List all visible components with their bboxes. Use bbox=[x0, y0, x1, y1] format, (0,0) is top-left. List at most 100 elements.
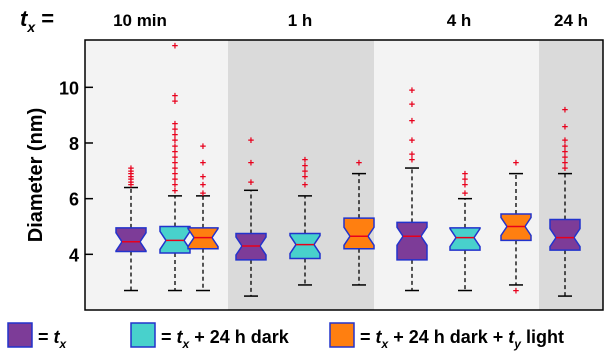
box-body bbox=[115, 227, 147, 253]
box-light-group-0: +++++ bbox=[187, 141, 219, 292]
outlier-point: + bbox=[462, 180, 468, 192]
group-label-2: 4 h bbox=[447, 11, 472, 30]
outlier-point: + bbox=[409, 116, 415, 128]
outlier-point: + bbox=[200, 141, 206, 153]
outlier-point: + bbox=[200, 157, 206, 169]
box-body bbox=[289, 232, 321, 260]
outlier-point: + bbox=[302, 180, 308, 192]
group-label-0: 10 min bbox=[113, 11, 167, 30]
box-dark-group-1: +++++ bbox=[289, 155, 321, 286]
outlier-point: + bbox=[172, 96, 178, 108]
outlier-point: + bbox=[172, 124, 178, 136]
y-axis: 4 6 8 10 bbox=[59, 78, 93, 265]
box-body bbox=[549, 218, 581, 251]
outlier-point: + bbox=[302, 166, 308, 178]
outlier-point: + bbox=[562, 105, 568, 117]
outlier-point: + bbox=[172, 130, 178, 142]
outlier-point: + bbox=[128, 174, 134, 186]
legend-t2: t bbox=[508, 327, 515, 347]
outlier-point: + bbox=[302, 160, 308, 172]
outlier-point: + bbox=[562, 152, 568, 164]
outlier-point: + bbox=[409, 155, 415, 167]
box-body bbox=[343, 217, 375, 250]
group-band-2 bbox=[374, 40, 539, 310]
outlier-point: + bbox=[128, 177, 134, 189]
outlier-point: + bbox=[302, 171, 308, 183]
tx-header: tx = bbox=[20, 6, 54, 35]
outlier-point: + bbox=[172, 157, 178, 169]
group-labels: tx = 10 min 1 h 4 h 24 h bbox=[20, 6, 588, 35]
outlier-point: + bbox=[172, 146, 178, 158]
outlier-point: + bbox=[172, 135, 178, 147]
group-label-1: 1 h bbox=[288, 11, 313, 30]
outlier-point: + bbox=[172, 152, 178, 164]
legend-rest2: light bbox=[521, 327, 564, 347]
box-dark-group-2: ++++ bbox=[449, 169, 481, 292]
box-body bbox=[449, 227, 481, 251]
outlier-point: + bbox=[172, 141, 178, 153]
outlier-point: + bbox=[409, 149, 415, 161]
tx-header-sub: x bbox=[26, 19, 36, 35]
outlier-point: + bbox=[200, 180, 206, 192]
legend-t: t bbox=[54, 327, 61, 347]
box-tx-group-0: +++++++ bbox=[115, 163, 147, 292]
legend-label: = tx + 24 h dark + ty light bbox=[360, 327, 564, 351]
outlier-point: + bbox=[513, 286, 519, 298]
outlier-point: + bbox=[562, 157, 568, 169]
box-body bbox=[396, 221, 428, 261]
legend-eq: = bbox=[360, 327, 376, 347]
legend-eq: = bbox=[161, 327, 177, 347]
legend-item-light: = tx + 24 h dark + ty light bbox=[329, 322, 564, 351]
outlier-point: + bbox=[562, 121, 568, 133]
outlier-point: + bbox=[302, 155, 308, 167]
box-tx-group-1: + + + bbox=[235, 135, 267, 297]
outlier-point: + bbox=[562, 135, 568, 147]
outlier-point: + bbox=[172, 41, 178, 53]
box-layer: ++++++++++++++++++++++++++++++++++++ + +++… bbox=[115, 41, 581, 298]
y-tick-label: 6 bbox=[69, 190, 79, 210]
legend-label: = tx bbox=[38, 327, 68, 351]
outlier-point: + bbox=[248, 135, 254, 147]
outlier-point: + bbox=[128, 169, 134, 181]
outlier-point: + bbox=[172, 119, 178, 131]
outlier-point: + bbox=[200, 171, 206, 183]
y-axis-label: Diameter (nm) bbox=[25, 108, 47, 242]
group-shading bbox=[85, 40, 603, 310]
outlier-point: + bbox=[462, 174, 468, 186]
legend-item-dark: = tx + 24 h dark bbox=[130, 322, 290, 351]
group-band-3 bbox=[539, 40, 603, 310]
outlier-point: + bbox=[409, 85, 415, 97]
legend-sub2: y bbox=[513, 337, 522, 351]
legend-item-tx: = tx bbox=[7, 322, 68, 351]
legend: = tx = tx + 24 h dark = tx + 24 h dark + t… bbox=[7, 322, 564, 351]
outlier-point: + bbox=[409, 135, 415, 147]
outlier-point: + bbox=[248, 177, 254, 189]
outlier-point: + bbox=[172, 169, 178, 181]
legend-swatch bbox=[7, 322, 33, 348]
legend-swatch bbox=[130, 322, 156, 348]
outlier-point: + bbox=[172, 174, 178, 186]
outlier-point: + bbox=[172, 180, 178, 192]
outlier-point: + bbox=[200, 188, 206, 200]
y-tick-label: 8 bbox=[69, 134, 79, 154]
group-label-3: 24 h bbox=[554, 11, 588, 30]
y-tick-label: 10 bbox=[59, 78, 79, 98]
legend-sub: x bbox=[182, 337, 191, 351]
legend-label: = tx + 24 h dark bbox=[161, 327, 290, 351]
legend-t: t bbox=[376, 327, 383, 347]
tx-header-t: t bbox=[20, 6, 29, 31]
group-band-0 bbox=[85, 40, 228, 310]
box-dark-group-0: ++++++++++++++++ bbox=[159, 41, 191, 292]
legend-sub: x bbox=[59, 337, 68, 351]
tx-header-eq: = bbox=[35, 6, 54, 31]
plot-frame bbox=[84, 39, 604, 311]
outlier-point: + bbox=[172, 163, 178, 175]
legend-rest: + 24 h dark bbox=[189, 327, 290, 347]
box-tx-group-3: ++++++++ bbox=[549, 105, 581, 297]
outlier-point: + bbox=[513, 157, 519, 169]
y-tick-label: 4 bbox=[69, 245, 79, 265]
outlier-point: + bbox=[128, 180, 134, 192]
outlier-point: + bbox=[172, 185, 178, 197]
outlier-point: + bbox=[562, 141, 568, 153]
